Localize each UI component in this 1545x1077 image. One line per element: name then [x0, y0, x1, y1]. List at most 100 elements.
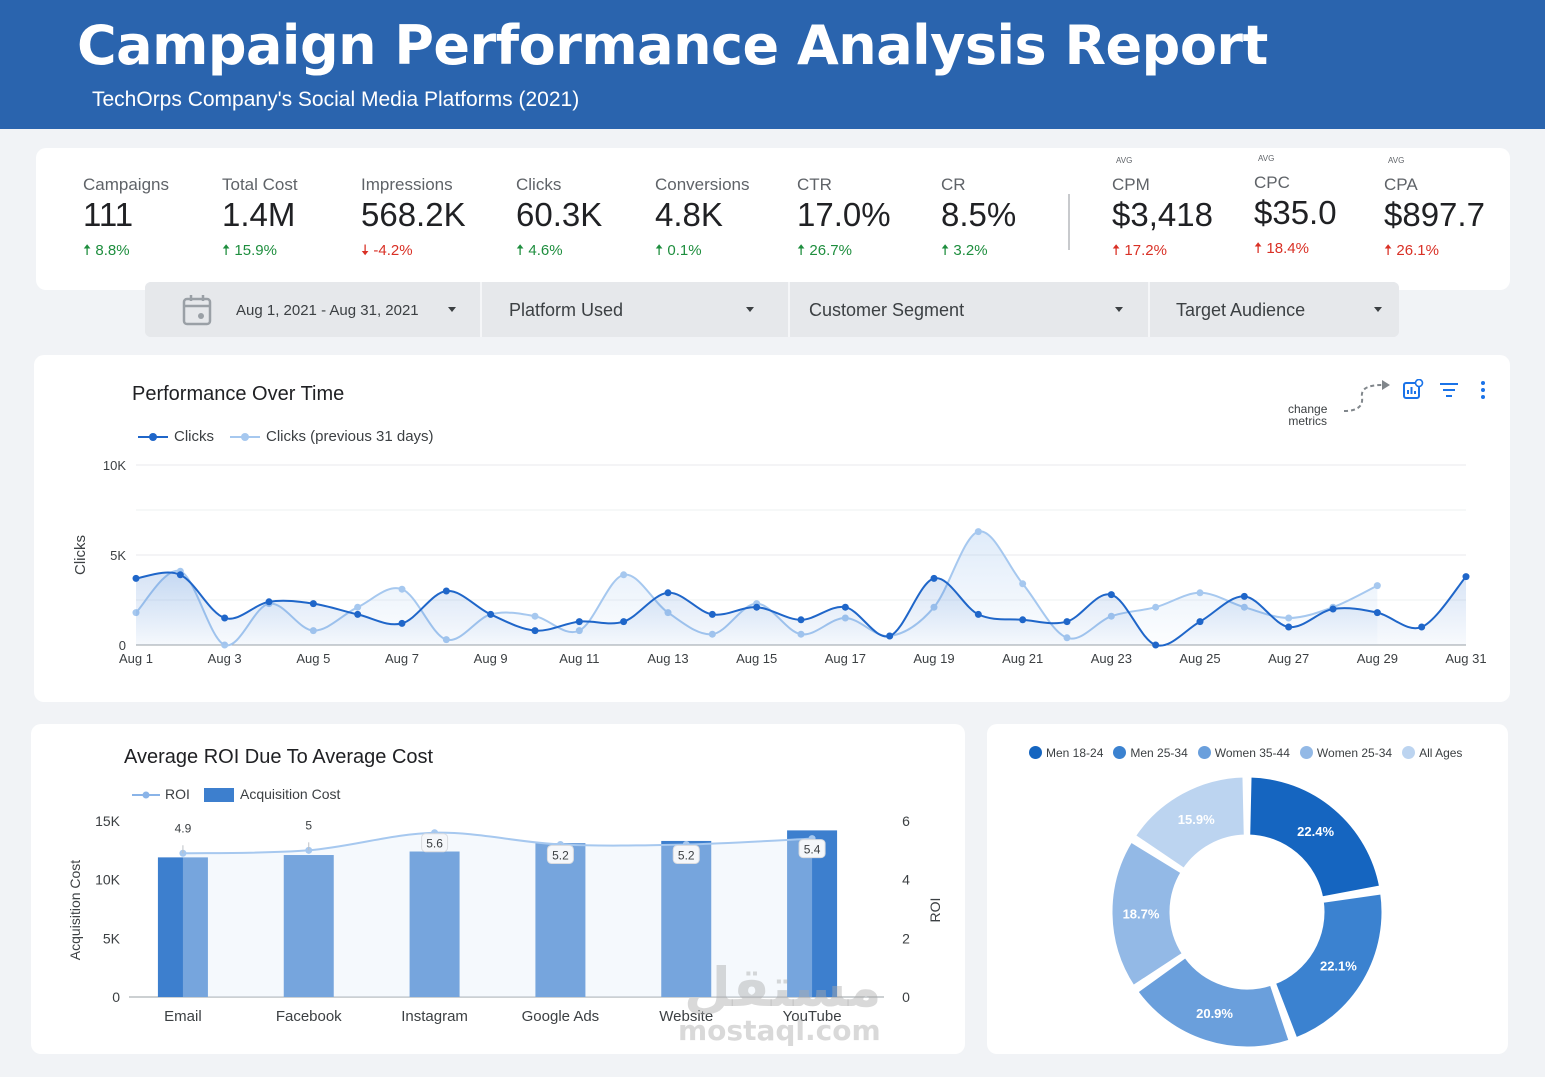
data-point	[309, 600, 317, 608]
target-audience-filter-label: Target Audience	[1176, 300, 1306, 320]
x-tick-label: Facebook	[276, 1008, 342, 1025]
date-range-text: Aug 1, 2021 - Aug 31, 2021	[236, 302, 419, 319]
arrow-up-icon: 🠅	[1112, 242, 1121, 259]
audience-donut-card: Men 18-24 Men 25-34 Women 35-44 Women 25-34…	[987, 724, 1508, 1054]
x-tick-label: Aug 29	[1357, 651, 1398, 666]
slice-label: 15.9%	[1178, 812, 1215, 827]
data-point	[531, 612, 539, 620]
bar	[283, 855, 334, 997]
kpi-avg-tag: AVG	[1116, 156, 1133, 165]
line-chart-title: Performance Over Time	[132, 383, 345, 405]
kpi-value: $897.7	[1384, 196, 1485, 233]
platform-filter[interactable]: Platform Used	[482, 282, 788, 337]
date-range-filter[interactable]: Aug 1, 2021 - Aug 31, 2021	[145, 282, 480, 337]
dashed-arrow-icon	[1343, 380, 1390, 412]
chart-settings-icon[interactable]	[1402, 379, 1424, 401]
bar	[535, 843, 586, 997]
filter-bar: Aug 1, 2021 - Aug 31, 2021 Platform Used…	[145, 282, 1399, 337]
legend-clicks-previous[interactable]: Clicks (previous 31 days)	[230, 428, 434, 445]
x-tick-label: Aug 7	[385, 651, 419, 666]
donut-chart: 22.4% 22.1% 20.9% 18.7% 15.9%	[1109, 774, 1385, 1050]
arrow-down-icon: 🠇	[361, 242, 370, 259]
report-subtitle: TechOrps Company's Social Media Platform…	[92, 88, 580, 111]
kpi-value: 568.2K	[361, 196, 466, 233]
filter-divider	[480, 282, 482, 337]
bar	[661, 840, 712, 997]
pie-legend-item[interactable]: Men 18-24	[1029, 746, 1103, 760]
data-point	[1196, 589, 1204, 597]
legend-acquisition-cost[interactable]: Acquisition Cost	[204, 786, 340, 803]
x-tick-label: YouTube	[783, 1008, 842, 1025]
data-point	[841, 603, 849, 611]
x-tick-label: Website	[659, 1008, 713, 1025]
kpi-delta: 🠅 0.1%	[655, 242, 702, 259]
data-point	[354, 603, 362, 611]
x-tick-label: Aug 13	[647, 651, 688, 666]
y2-axis-label: ROI	[927, 898, 943, 923]
pie-legend: Men 18-24 Men 25-34 Women 35-44 Women 25-34…	[1029, 746, 1472, 760]
customer-segment-filter[interactable]: Customer Segment	[790, 282, 1148, 337]
chevron-down-icon	[1374, 307, 1382, 312]
data-point	[708, 610, 716, 618]
line-chart: 0 5K 10K Clicks Aug 1 Aug 3 Aug 5 Aug 7 Aug 9 Aug…	[72, 458, 1487, 666]
data-point	[176, 571, 184, 579]
more-vert-icon[interactable]	[1478, 379, 1488, 401]
watermark-latin: mostaql.com	[678, 1014, 881, 1047]
x-tick-label: Aug 21	[1002, 651, 1043, 666]
x-tick-label: Aug 11	[559, 651, 599, 666]
arrow-up-icon: 🠅	[83, 242, 92, 259]
x-tick-label: Google Ads	[522, 1008, 600, 1025]
donut-slice	[1247, 774, 1383, 900]
data-point	[753, 603, 761, 611]
donut-slice	[1109, 839, 1185, 989]
watermark: مستقل mostaql.com	[678, 960, 882, 1046]
legend-roi[interactable]: ROI	[132, 786, 190, 802]
y-axis-label: Acquisition Cost	[67, 860, 83, 960]
chevron-down-icon	[746, 307, 754, 312]
bar	[787, 830, 838, 997]
y-tick-label: 10K	[103, 458, 126, 473]
filter-icon[interactable]	[1438, 381, 1460, 399]
watermark-arabic: مستقل	[684, 956, 882, 1019]
data-point	[797, 616, 805, 624]
donut-slice	[1135, 955, 1292, 1050]
x-tick-label: Aug 1	[119, 651, 153, 666]
roi-label: 5.4	[804, 843, 821, 857]
kpi-label: CPM	[1112, 175, 1150, 194]
kpi-delta: 🠅 17.2%	[1112, 242, 1167, 259]
customer-segment-filter-label: Customer Segment	[809, 300, 965, 320]
x-tick-label: Aug 3	[208, 651, 242, 666]
kpi-label: Conversions	[655, 175, 750, 194]
roi-area	[182, 832, 813, 997]
kpi-value: 17.0%	[797, 196, 891, 233]
kpi-value: 111	[83, 196, 134, 233]
legend-dot-icon	[1197, 746, 1211, 759]
slice-label: 22.4%	[1297, 824, 1334, 839]
data-point	[1285, 623, 1293, 631]
pie-legend-item[interactable]: Women 25-34	[1299, 746, 1392, 760]
data-point	[974, 528, 982, 536]
target-audience-filter[interactable]: Target Audience	[1150, 282, 1399, 337]
data-point	[1462, 573, 1470, 581]
roi-label: 5.6	[426, 837, 443, 851]
roi-label-box	[672, 844, 700, 864]
y-tick-label: 0	[119, 638, 126, 653]
kpi-label: CPC	[1254, 173, 1290, 192]
data-point	[398, 619, 406, 627]
kpi-delta: 🠅 4.6%	[516, 242, 563, 259]
slice-label: 22.1%	[1320, 959, 1357, 974]
pie-legend-item[interactable]: All Ages	[1402, 746, 1462, 760]
pie-legend-item[interactable]: Men 25-34	[1113, 746, 1188, 760]
data-point	[620, 618, 628, 626]
performance-chart-card: Performance Over Time Clicks Clicks (pre…	[34, 355, 1510, 702]
legend-clicks[interactable]: Clicks	[138, 428, 214, 445]
report-title: Campaign Performance Analysis Report	[77, 14, 1268, 77]
data-point	[1152, 603, 1160, 611]
kpi-value: $3,418	[1112, 196, 1213, 233]
kpi-delta: 🠅 26.1%	[1384, 242, 1439, 259]
slice-label: 18.7%	[1123, 907, 1160, 922]
roi-label-box	[798, 839, 826, 859]
roi-label-box	[295, 815, 322, 834]
pie-legend-item[interactable]: Women 35-44	[1197, 746, 1290, 760]
y2-tick-label: 2	[902, 930, 910, 946]
